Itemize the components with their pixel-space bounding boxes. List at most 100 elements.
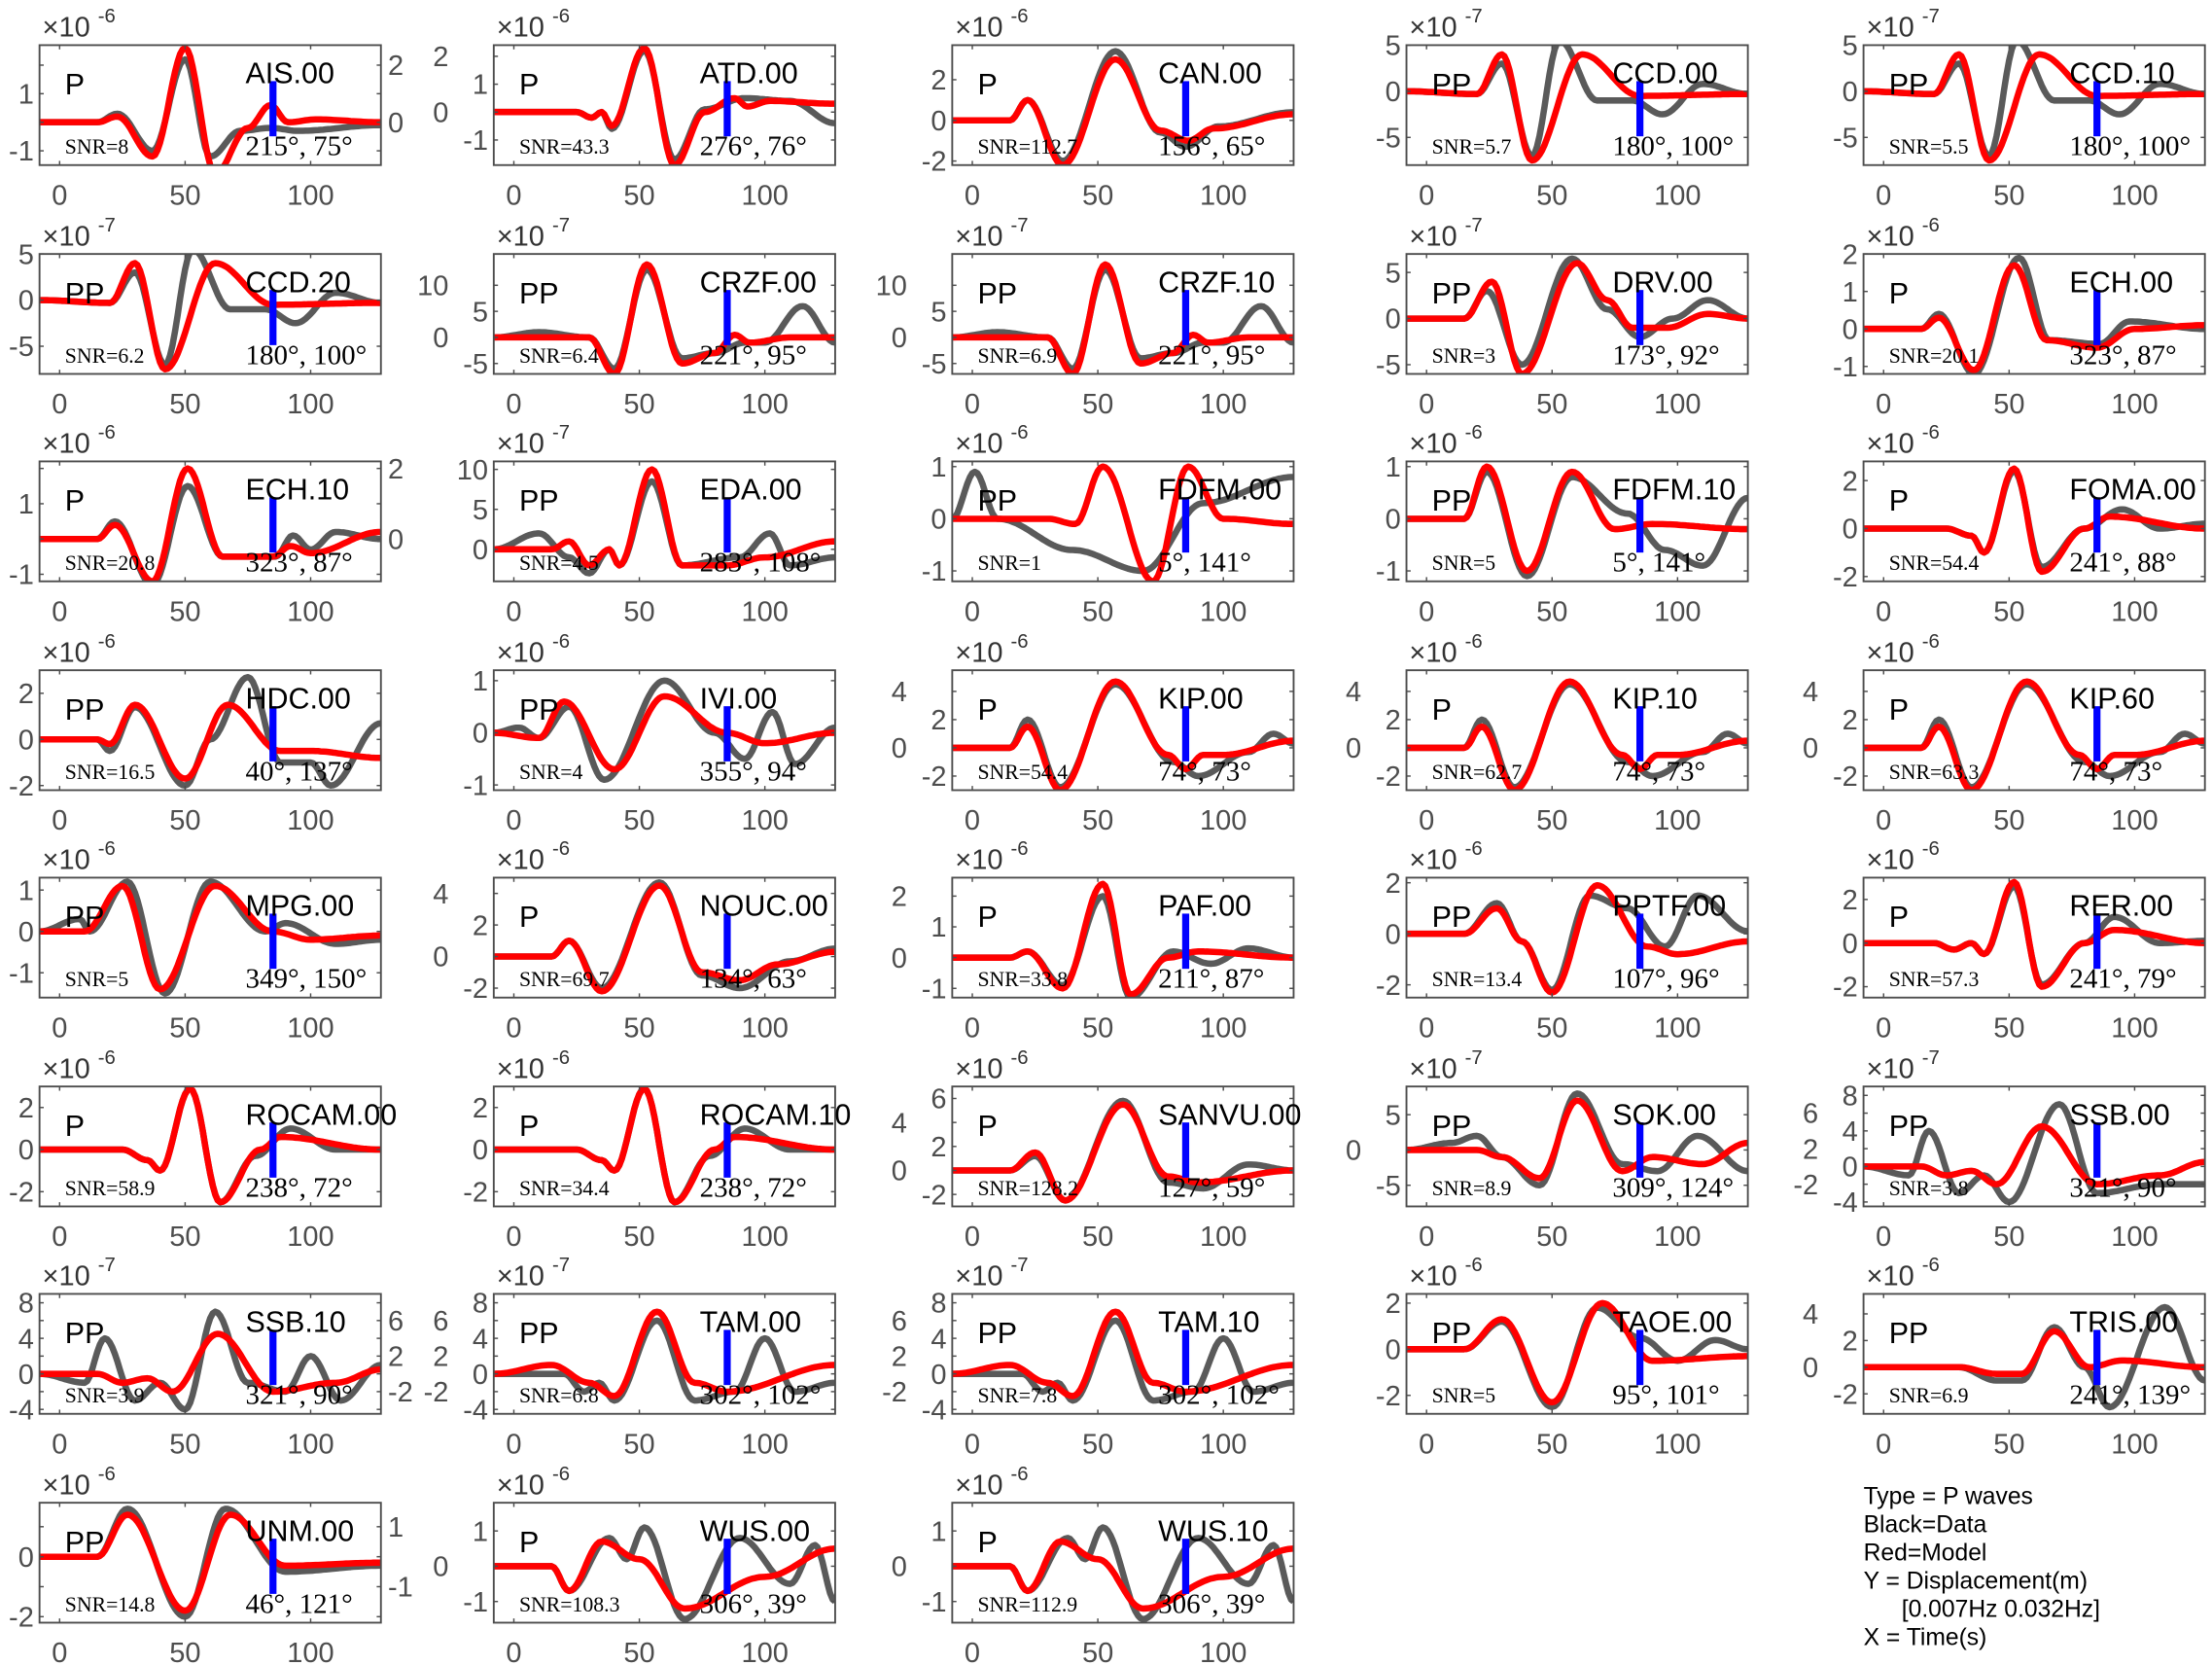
axes-box — [1862, 876, 2206, 999]
phase-label: PP — [1432, 1317, 1472, 1350]
y-exponent-label: ×10 -7 — [497, 422, 570, 460]
y-tick-label: 0 — [1843, 314, 1858, 345]
azimuth: 173° — [1612, 339, 1666, 371]
axes-box — [492, 1085, 836, 1208]
time-marker-bar — [1181, 497, 1190, 553]
azimuth-distance-label: 321°, 90° — [245, 1380, 352, 1411]
snr-label: SNR=3.9 — [65, 1384, 145, 1407]
snr-label: SNR=3 — [1432, 344, 1496, 368]
exponent-base: ×10 — [43, 1053, 98, 1084]
y-tick-label: 5 — [1386, 1100, 1401, 1131]
snr-label: SNR=34.4 — [519, 1177, 610, 1200]
y-tick-label: -2 — [463, 1177, 488, 1208]
y-tick-label: 5 — [18, 239, 34, 270]
axes-box — [1405, 44, 1749, 166]
model-trace — [1863, 678, 2205, 791]
azimuth: 215° — [245, 131, 298, 162]
time-marker-bar — [723, 1329, 731, 1386]
time-marker-bar — [269, 1539, 277, 1594]
y-tick-label: 0 — [473, 1360, 488, 1391]
axes-box — [1405, 1085, 1749, 1208]
exponent-power: -6 — [1011, 6, 1029, 27]
model-trace — [493, 261, 835, 374]
separator: , — [754, 964, 768, 995]
y-tick-label: -2 — [424, 1377, 449, 1408]
y-tick-label: -1 — [922, 974, 947, 1005]
y-tick-label: 0 — [18, 286, 34, 317]
separator: , — [1637, 548, 1652, 579]
azimuth: 323° — [245, 548, 298, 579]
model-trace — [952, 55, 1294, 165]
y-tick-label: 1 — [930, 1516, 946, 1547]
y-tick-label: 0 — [388, 108, 404, 139]
axes-box — [951, 1502, 1295, 1624]
y-tick-label: 2 — [18, 1093, 34, 1124]
separator: , — [754, 548, 768, 579]
y-tick-label: -2 — [1833, 973, 1858, 1004]
axes-box — [492, 460, 836, 583]
x-tick-label: 0 — [52, 1429, 67, 1460]
phase-label: PP — [519, 693, 559, 726]
distance: 76° — [767, 131, 807, 162]
exponent-base: ×10 — [955, 221, 1010, 252]
legend-line: X = Time(s) — [1864, 1625, 1987, 1651]
exponent-base: ×10 — [955, 429, 1010, 460]
y-tick-label: 0 — [1346, 733, 1361, 764]
x-tick-label: 100 — [1654, 1012, 1701, 1044]
azimuth: 221° — [1158, 339, 1211, 371]
snr-label: SNR=128.2 — [977, 1177, 1078, 1200]
exponent-power: -6 — [1465, 838, 1483, 860]
station-label: DRV.00 — [1612, 266, 1712, 299]
azimuth: 238° — [245, 1172, 298, 1203]
y-tick-label: 0 — [892, 733, 907, 764]
exponent-power: -7 — [1465, 215, 1483, 236]
x-tick-label: 100 — [741, 1012, 788, 1044]
axes-box — [1862, 1293, 2206, 1415]
y-tick-label: 1 — [18, 79, 34, 110]
y-tick-label: 2 — [1386, 868, 1401, 900]
exponent-power: -6 — [1922, 1255, 1940, 1276]
exponent-power: -6 — [552, 6, 570, 27]
azimuth: 107° — [1612, 964, 1666, 995]
phase-label: PP — [1432, 484, 1472, 517]
phase-label: P — [977, 68, 997, 101]
y-exponent-label: ×10 -6 — [43, 631, 116, 669]
y-tick-label: 0 — [930, 106, 946, 137]
x-tick-label: 100 — [741, 180, 788, 211]
distance: 139° — [2137, 1380, 2191, 1411]
x-tick-label: 50 — [169, 389, 200, 420]
station-label: FDFM.10 — [1612, 474, 1736, 507]
y-exponent-label: ×10 -6 — [955, 6, 1028, 44]
exponent-power: -6 — [1011, 838, 1029, 860]
exponent-base: ×10 — [955, 845, 1010, 876]
axes-box — [492, 669, 836, 792]
y-tick-label: 0 — [433, 323, 448, 354]
y-tick-label: 0 — [1843, 77, 1858, 108]
snr-label: SNR=54.4 — [1889, 551, 1980, 575]
y-exponent-label: ×10 -7 — [497, 215, 570, 253]
y-tick-label: -5 — [1376, 1171, 1401, 1202]
azimuth: 241° — [2069, 548, 2123, 579]
y-tick-label: 2 — [930, 1132, 946, 1163]
x-tick-label: 50 — [623, 1012, 654, 1044]
distance: 101° — [1666, 1380, 1719, 1411]
station-label: CRZF.00 — [700, 266, 817, 299]
x-tick-label: 0 — [1876, 180, 1891, 211]
time-marker-bar — [1181, 81, 1190, 137]
y-tick-label: -1 — [463, 1587, 488, 1618]
model-trace — [493, 1086, 835, 1206]
station-label: TAM.00 — [700, 1306, 801, 1339]
distance: 73° — [1211, 756, 1251, 787]
exponent-base: ×10 — [955, 1261, 1010, 1293]
x-tick-label: 50 — [623, 1638, 654, 1665]
distance: 87° — [1225, 964, 1265, 995]
y-tick-label: -5 — [1376, 123, 1401, 154]
snr-label: SNR=5 — [65, 968, 129, 991]
x-tick-label: 100 — [287, 1222, 334, 1253]
phase-label: P — [65, 484, 85, 517]
x-tick-label: 50 — [623, 1429, 654, 1460]
